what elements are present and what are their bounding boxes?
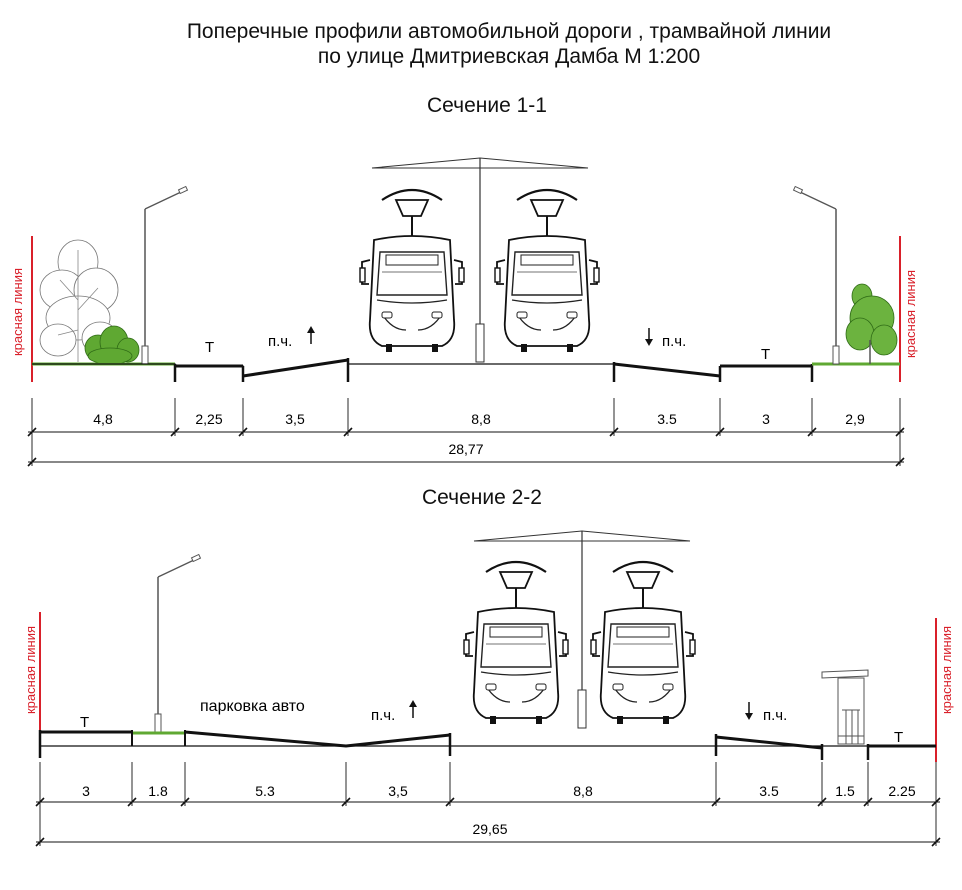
dim-1-f: 3: [762, 411, 770, 427]
tram-left-1: [358, 188, 466, 354]
sidewalk-label-right: Т: [761, 346, 770, 363]
sidewalk-label-left: Т: [205, 339, 214, 356]
dim-2-h: 2.25: [888, 783, 915, 799]
dim-2-b: 1.8: [148, 783, 168, 799]
red-line-label-left: красная линия: [23, 626, 38, 714]
dim-2-f: 3.5: [759, 783, 779, 799]
dimension-chain-2: [35, 762, 941, 847]
red-line-label-left: красная линия: [10, 268, 25, 356]
title-line-2: по улице Дмитриевская Дамба М 1:200: [317, 45, 701, 68]
bus-shelter-icon: [821, 669, 869, 745]
dim-2-e: 8,8: [573, 783, 593, 799]
sidewalk-label-left: Т: [80, 714, 89, 731]
parking-profile: [184, 730, 451, 748]
stop-canopy: [473, 530, 691, 729]
dim-2-c: 5.3: [255, 783, 275, 799]
carriageway-right-2: [715, 735, 823, 750]
tram-right-2: [589, 560, 697, 726]
dim-2-total: 29,65: [472, 821, 507, 837]
dim-2-a: 3: [82, 783, 90, 799]
dim-1-e: 3.5: [657, 411, 677, 427]
dim-1-d: 8,8: [471, 411, 491, 427]
street-lamp-left: [154, 553, 202, 733]
lane-label-left: п.ч.: [371, 707, 395, 724]
tree-icon: [845, 283, 898, 364]
lane-label-right: п.ч.: [763, 707, 787, 724]
lane-label-left: п.ч.: [268, 333, 292, 350]
sidewalk-label-right: Т: [894, 729, 903, 746]
street-lamp-right: [792, 185, 840, 365]
arrow-down-icon: [645, 328, 653, 346]
dim-1-b: 2,25: [195, 411, 222, 427]
dim-1-g: 2,9: [845, 411, 865, 427]
arrow-down-icon: [745, 702, 753, 720]
stop-canopy: [371, 157, 589, 363]
tram-right-1: [493, 188, 601, 354]
dim-2-d: 3,5: [388, 783, 408, 799]
bush-icon: [84, 325, 140, 365]
section-1: красная линия красная линия: [10, 157, 918, 467]
section-2: красная линия красная линия: [23, 530, 954, 847]
carriageway-right-1: [613, 362, 721, 378]
section-1-title: Сечение 1-1: [427, 94, 547, 117]
street-lamp-left: [141, 185, 189, 365]
lane-label-right: п.ч.: [662, 333, 686, 350]
dim-2-g: 1.5: [835, 783, 855, 799]
arrow-up-icon: [409, 700, 417, 718]
parking-label: парковка авто: [200, 698, 305, 715]
dim-1-a: 4,8: [93, 411, 113, 427]
arrow-up-icon: [307, 326, 315, 344]
dimension-chain-1: [27, 398, 905, 467]
dim-1-total: 28,77: [448, 441, 483, 457]
carriageway-left-1: [242, 358, 349, 378]
dim-1-c: 3,5: [285, 411, 305, 427]
tram-left-2: [462, 560, 570, 726]
title-line-1: Поперечные профили автомобильной дороги …: [186, 20, 832, 43]
red-line-label-right: красная линия: [939, 626, 954, 714]
red-line-label-right: красная линия: [903, 270, 918, 358]
section-2-title: Сечение 2-2: [422, 486, 542, 509]
